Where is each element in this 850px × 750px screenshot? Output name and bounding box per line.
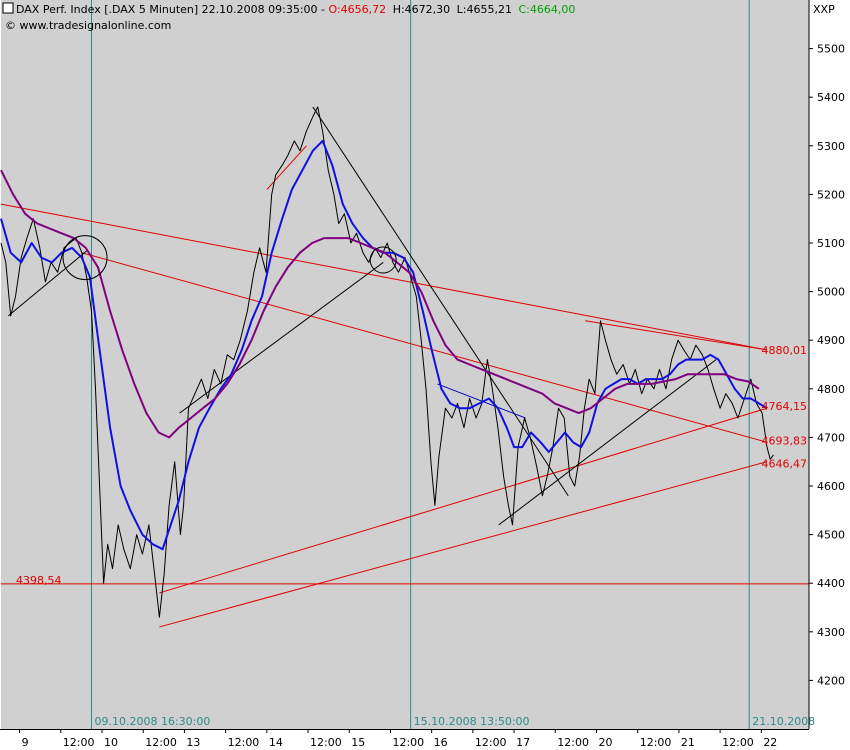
trendline-6 xyxy=(7,249,88,317)
level-label-4: 4646,47 xyxy=(762,457,808,470)
y-tick-label-8: 5000 xyxy=(817,286,845,299)
plot-area-background xyxy=(1,0,809,729)
x-tick-label-4: 13 xyxy=(186,736,200,749)
level-label-0: 4398,54 xyxy=(16,574,62,587)
annotation-circle-1 xyxy=(369,246,397,274)
x-tick-label-17: 12:00 xyxy=(722,736,754,749)
level-label-1: 4880,01 xyxy=(762,344,808,357)
vertical-markers: 09.10.2008 16:30:00 15.10.2008 13:50:00 21… xyxy=(90,0,815,729)
trendline-1 xyxy=(585,320,768,351)
annotation-circles xyxy=(62,235,397,281)
trendline-4 xyxy=(159,461,768,628)
fast-moving-average-line xyxy=(0,139,768,551)
x-tick-label-1: 12:00 xyxy=(63,736,95,749)
trendline-2 xyxy=(81,252,768,443)
x-tick-label-16: 21 xyxy=(681,736,695,749)
vertical-marker-label-2: 21.10.2008 xyxy=(752,715,815,728)
watermark: © www.tradesignalonline.com xyxy=(5,19,171,32)
y-tick-label-4: 4600 xyxy=(817,480,845,493)
x-tick-label-10: 16 xyxy=(434,736,448,749)
y-tick-label-11: 5300 xyxy=(817,140,845,153)
x-tick-label-15: 12:00 xyxy=(640,736,672,749)
y-tick-label-9: 5100 xyxy=(817,237,845,250)
level-label-2: 4764,15 xyxy=(762,400,808,413)
close-value: C:4664,00 xyxy=(518,3,575,16)
x-tick-label-11: 12:00 xyxy=(475,736,507,749)
low-value: L:4655,21 xyxy=(457,3,512,16)
x-tick-label-12: 17 xyxy=(516,736,530,749)
y-tick-label-10: 5200 xyxy=(817,188,845,201)
level-label-3: 4693,83 xyxy=(762,434,808,447)
level-labels: 4398,54 4880,01 4764,15 4693,83 4646,47 xyxy=(16,344,807,587)
x-tick-label-5: 12:00 xyxy=(228,736,260,749)
y-axis-title: XXP xyxy=(813,3,835,16)
y-tick-label-1: 4300 xyxy=(817,626,845,639)
x-tick-label-7: 12:00 xyxy=(310,736,342,749)
x-tick-label-2: 10 xyxy=(104,736,118,749)
vertical-marker-label-1: 15.10.2008 13:50:00 xyxy=(414,715,530,728)
y-tick-label-6: 4800 xyxy=(817,383,845,396)
x-tick-label-3: 12:00 xyxy=(145,736,177,749)
chart-header: DAX Perf. Index [.DAX 5 Minuten] 22.10.2… xyxy=(2,2,575,32)
chart-title: DAX Perf. Index [.DAX 5 Minuten] 22.10.2… xyxy=(16,3,318,16)
trendline-5 xyxy=(266,145,307,190)
trendline-7 xyxy=(179,262,384,414)
trendlines xyxy=(0,106,768,628)
x-axis: 9 12:00 10 12:00 13 12:00 14 12:00 15 12:00 16 12:0… xyxy=(19,729,777,749)
trendline-9 xyxy=(498,359,717,526)
trendline-0 xyxy=(0,203,768,351)
header-separator: - xyxy=(321,3,328,16)
x-tick-label-6: 14 xyxy=(269,736,283,749)
y-tick-label-0: 4200 xyxy=(817,674,845,687)
series-group xyxy=(0,106,774,618)
y-axis: 4200 4300 4400 4500 4600 4700 4800 4900 5000 5100… xyxy=(809,43,845,687)
high-value: H:4672,30 xyxy=(393,3,450,16)
y-tick-label-2: 4400 xyxy=(817,577,845,590)
y-tick-label-3: 4500 xyxy=(817,529,845,542)
trendline-3 xyxy=(159,407,768,594)
y-tick-label-5: 4700 xyxy=(817,431,845,444)
x-tick-label-9: 12:00 xyxy=(392,736,424,749)
x-tick-label-14: 20 xyxy=(598,736,612,749)
y-tick-label-7: 4900 xyxy=(817,334,845,347)
open-value: O:4656,72 xyxy=(329,3,387,16)
y-tick-label-12: 5400 xyxy=(817,91,845,104)
x-tick-label-13: 12:00 xyxy=(557,736,589,749)
x-tick-label-8: 15 xyxy=(351,736,365,749)
slow-moving-average-line xyxy=(0,169,760,439)
svg-text:DAX Perf. Index [.DAX 5 Minut: DAX Perf. Index [.DAX 5 Minuten] 22.10.2… xyxy=(16,3,575,16)
x-tick-label-18: 22 xyxy=(763,736,777,749)
y-tick-label-13: 5500 xyxy=(817,43,845,56)
annotation-circle-0 xyxy=(62,235,108,281)
trendline-10 xyxy=(437,383,526,419)
x-tick-label-0: 9 xyxy=(22,736,29,749)
window-icon xyxy=(2,2,14,14)
trendline-8 xyxy=(312,106,569,496)
vertical-marker-label-0: 09.10.2008 16:30:00 xyxy=(94,715,210,728)
